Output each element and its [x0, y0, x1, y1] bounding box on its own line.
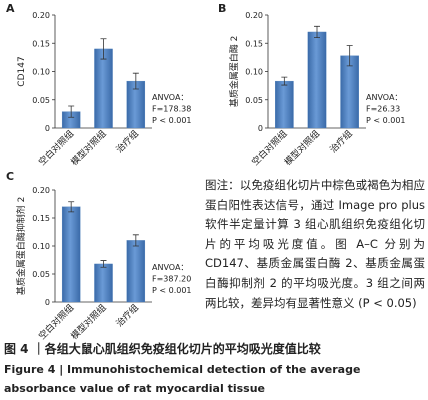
error-bar	[314, 25, 320, 38]
caption-cn: 图 4 ｜各组大鼠心肌组织免疫组化切片的平均吸光度值比较	[4, 342, 321, 356]
y-tick-label: 0.10	[32, 68, 50, 77]
bar	[275, 80, 294, 129]
annotation: F=178.38	[152, 105, 191, 114]
y-tick-label: 0.15	[32, 214, 50, 223]
y-axis-label: 基质金属蛋白酶 2	[228, 36, 240, 108]
annotation: ANVOA：	[366, 93, 402, 102]
y-axis-label: 基质金属蛋白酶抑制剂 2	[15, 197, 27, 296]
error-bar	[132, 72, 139, 90]
annotation: F=26.33	[366, 105, 400, 114]
bar	[61, 206, 81, 303]
panel-label: A	[6, 2, 15, 15]
bar	[307, 31, 327, 129]
y-tick-label: 0.20	[245, 11, 263, 20]
panel-label: B	[218, 2, 226, 15]
x-tick-label: 治疗组	[113, 128, 141, 156]
figure-note: 图注：以免疫组化切片中棕色或褐色为相应蛋白阳性表达信号，通过 Image pro…	[205, 178, 425, 310]
x-tick-label: 模型对照组	[68, 302, 108, 340]
y-tick-label: 0.05	[32, 270, 50, 279]
bar	[126, 240, 146, 303]
y-tick-label: 0	[45, 298, 50, 307]
annotation: ANVOA：	[152, 93, 188, 102]
y-tick-label: 0	[45, 124, 50, 133]
y-tick-label: 0	[258, 124, 263, 133]
error-bar	[281, 76, 288, 86]
error-bar	[68, 201, 75, 213]
bar	[94, 263, 113, 303]
x-tick-label: 治疗组	[113, 302, 141, 330]
annotation: ANVOA：	[152, 263, 188, 272]
x-tick-label: 模型对照组	[68, 128, 108, 168]
annotation: F=387.20	[152, 275, 191, 284]
annotation: P < 0.001	[366, 116, 406, 125]
caption-en: Figure 4 | Immunohistochemical detection…	[4, 363, 361, 395]
bar	[94, 48, 113, 129]
y-axis-label: CD147	[17, 56, 27, 86]
annotation: P < 0.001	[152, 116, 192, 125]
y-tick-label: 0.15	[245, 39, 263, 48]
panel-label: C	[6, 170, 14, 183]
x-tick-label: 模型对照组	[282, 128, 322, 168]
bar	[340, 55, 359, 129]
error-bar	[68, 105, 75, 118]
y-tick-label: 0.10	[32, 242, 50, 251]
annotation: P < 0.001	[152, 286, 192, 295]
error-bar	[132, 234, 139, 247]
error-bar	[100, 260, 107, 268]
y-tick-label: 0.20	[32, 11, 50, 20]
y-tick-label: 0.15	[32, 39, 50, 48]
error-bar	[100, 38, 107, 60]
y-tick-label: 0.10	[245, 68, 263, 77]
y-tick-label: 0.05	[32, 96, 50, 105]
y-tick-label: 0.05	[245, 96, 263, 105]
y-tick-label: 0.20	[32, 186, 50, 195]
error-bar	[346, 45, 353, 67]
x-tick-label: 治疗组	[327, 128, 355, 156]
